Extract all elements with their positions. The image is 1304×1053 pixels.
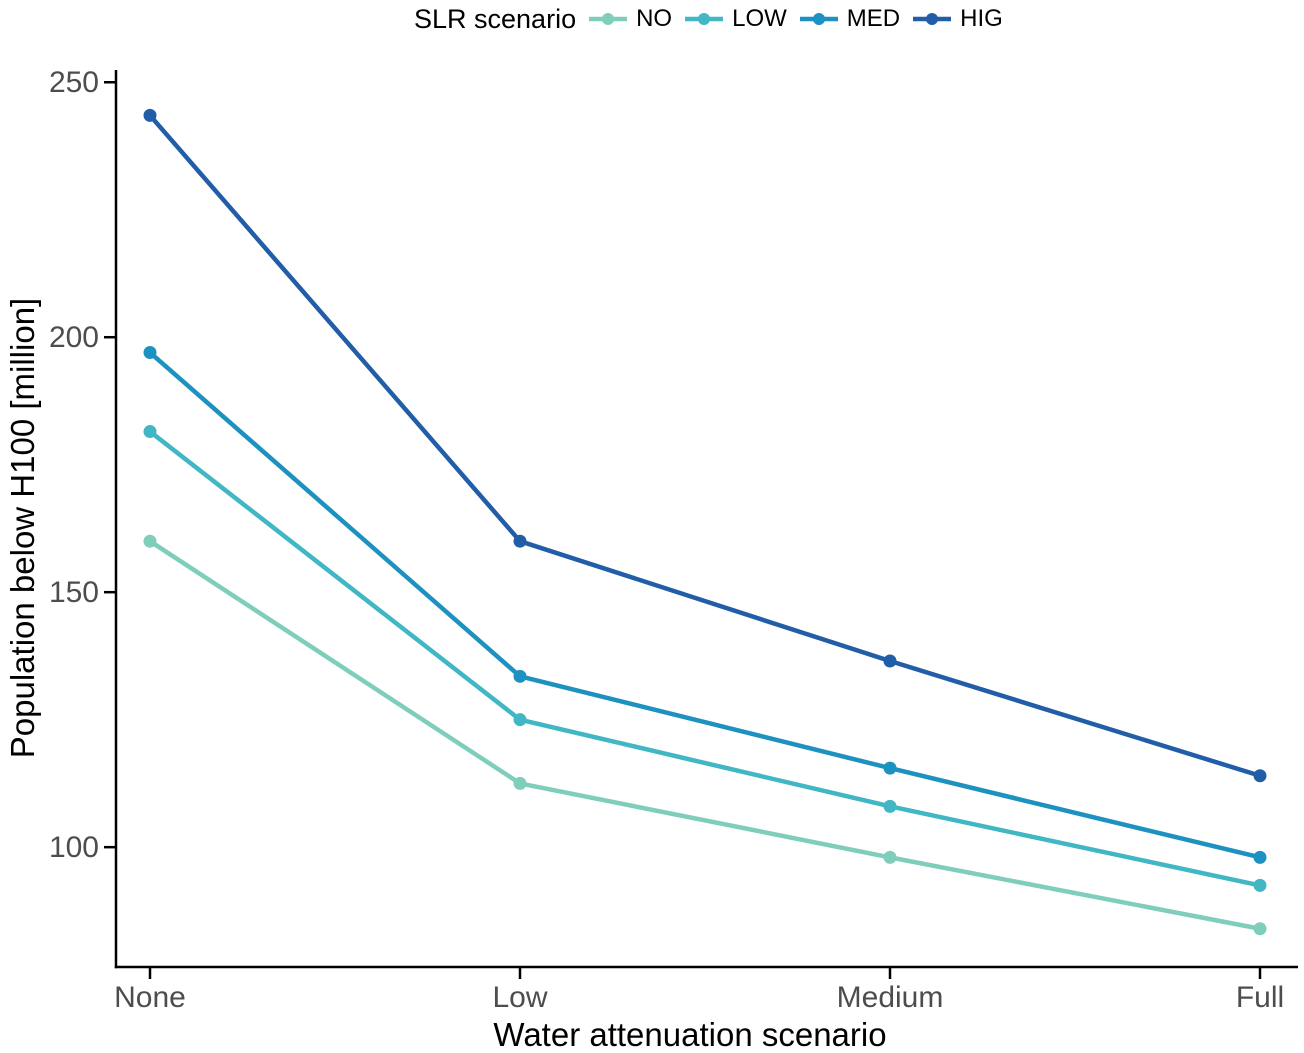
- y-tick-label: 200: [49, 321, 99, 354]
- legend-key-icon: [799, 13, 838, 25]
- legend-item-hig: HIG: [913, 5, 1003, 33]
- legend-title: SLR scenario: [414, 3, 577, 34]
- series-line-med: [148, 350, 1261, 860]
- series-line-hig: [148, 113, 1261, 778]
- data-point-low: [143, 425, 157, 439]
- series-line-low: [148, 429, 1261, 888]
- legend-label: HIG: [960, 5, 1003, 32]
- legend-item-no: NO: [589, 5, 672, 33]
- series-line-no: [148, 539, 1261, 931]
- data-point-med: [1253, 850, 1267, 864]
- data-point-no: [1253, 922, 1267, 936]
- data-point-med: [883, 761, 897, 775]
- data-point-low: [883, 799, 897, 813]
- x-tick-label: Low: [492, 981, 547, 1014]
- data-point-low: [1253, 878, 1267, 892]
- x-tick-label: Full: [1236, 981, 1284, 1014]
- y-axis-title: Population below H100 [million]: [4, 298, 41, 758]
- legend-label: NO: [636, 5, 673, 32]
- data-point-hig: [513, 534, 527, 548]
- data-point-no: [513, 776, 527, 790]
- y-tick-label: 100: [49, 831, 99, 864]
- y-tick-label: 150: [49, 576, 99, 609]
- x-axis-title: Water attenuation scenario: [493, 1016, 886, 1053]
- data-point-no: [883, 850, 897, 864]
- legend-key-icon: [589, 13, 628, 25]
- data-point-no: [143, 534, 157, 548]
- legend-key-icon: [685, 13, 724, 25]
- legend-item-med: MED: [799, 5, 901, 33]
- data-point-hig: [1253, 769, 1267, 783]
- x-tick-label: Medium: [837, 981, 944, 1014]
- data-point-hig: [883, 654, 897, 668]
- data-point-med: [143, 346, 157, 360]
- legend: SLR scenario NO LOW MED HIG: [414, 0, 1003, 38]
- data-point-med: [513, 669, 527, 683]
- y-tick-label: 250: [49, 66, 99, 99]
- data-point-low: [513, 713, 527, 727]
- legend-item-low: LOW: [685, 5, 787, 33]
- legend-key-icon: [913, 13, 952, 25]
- x-tick-label: None: [114, 981, 186, 1014]
- legend-label: LOW: [732, 5, 787, 32]
- data-point-hig: [143, 108, 157, 122]
- legend-label: MED: [846, 5, 901, 32]
